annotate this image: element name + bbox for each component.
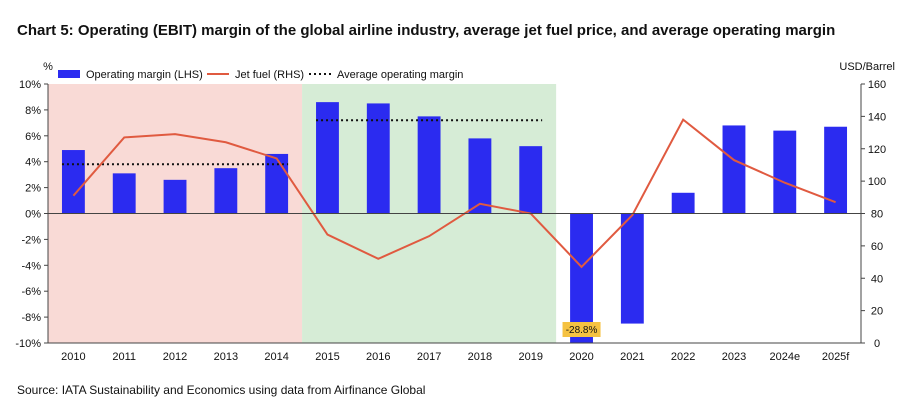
- category-label: 2012: [163, 351, 187, 363]
- right-tick-label: 60: [871, 241, 883, 253]
- left-tick-label: -4%: [21, 260, 41, 272]
- category-label: 2010: [61, 351, 85, 363]
- bar: [265, 153, 289, 214]
- source-note: Source: IATA Sustainability and Economic…: [17, 383, 426, 397]
- bar: [773, 130, 797, 214]
- jet-fuel-polyline: [72, 118, 836, 269]
- left-tick-label: 2%: [25, 183, 41, 195]
- bar: [620, 213, 644, 324]
- category-label: 2016: [366, 351, 390, 363]
- bar: [824, 126, 848, 214]
- category-label: 2023: [722, 351, 746, 363]
- annotations: -28.8%: [562, 322, 601, 337]
- bar: [468, 138, 492, 214]
- legend-label-line: Jet fuel (RHS): [235, 69, 304, 81]
- category-label: 2011: [112, 351, 136, 363]
- bar: [214, 168, 238, 214]
- bar: [570, 213, 593, 343]
- bar: [61, 150, 85, 214]
- category-label: 2018: [468, 351, 492, 363]
- left-tick-label: -2%: [21, 234, 41, 246]
- left-tick-label: 0%: [25, 209, 41, 221]
- category-label: 2019: [518, 351, 542, 363]
- axes: 10% 8% 6% 4% 2% 0% -2% -4% -6% -8% -10% 160 140 120 10…: [15, 61, 895, 363]
- legend: Operating margin (LHS) Jet fuel (RHS) Aver…: [58, 69, 463, 81]
- bar: [519, 146, 543, 214]
- category-label: 2021: [620, 351, 644, 363]
- right-tick-label: 0: [874, 338, 880, 350]
- bar: [163, 179, 187, 214]
- category-label: 2014: [264, 351, 288, 363]
- annotation-box: [562, 322, 601, 337]
- left-tick-label: 4%: [25, 157, 41, 169]
- bar: [366, 103, 390, 214]
- category-label: 2015: [315, 351, 339, 363]
- bars: [61, 102, 848, 343]
- right-tick-label: 140: [868, 111, 886, 123]
- category-label: 2013: [214, 351, 238, 363]
- right-tick-label: 40: [871, 273, 883, 285]
- right-tick-label: 20: [871, 306, 883, 318]
- bar: [417, 116, 441, 214]
- right-tick-label: 120: [868, 144, 886, 156]
- left-tick-label: -6%: [21, 286, 41, 298]
- left-tick-label: 6%: [25, 131, 41, 143]
- annotation-label: -28.8%: [566, 325, 598, 336]
- category-label: 2025f: [822, 351, 850, 363]
- left-tick-label: -10%: [15, 338, 41, 350]
- bar: [112, 173, 136, 214]
- bar: [316, 102, 339, 214]
- category-label: 2017: [417, 351, 441, 363]
- right-tick-label: 80: [871, 209, 883, 221]
- legend-label-bar: Operating margin (LHS): [86, 69, 203, 81]
- bar: [722, 125, 746, 214]
- left-axis-unit: %: [43, 61, 53, 73]
- legend-label-avg: Average operating margin: [337, 69, 463, 81]
- chart-title: Chart 5: Operating (EBIT) margin of the …: [17, 22, 836, 39]
- right-tick-label: 100: [868, 176, 886, 188]
- right-tick-label: 160: [868, 79, 886, 91]
- bar: [671, 192, 695, 214]
- left-tick-label: -8%: [21, 312, 41, 324]
- right-axis-unit: USD/Barrel: [839, 61, 895, 73]
- left-tick-label: 8%: [25, 105, 41, 117]
- left-tick-label: 10%: [19, 79, 41, 91]
- category-label: 2022: [671, 351, 695, 363]
- legend-swatch-bar: [58, 70, 80, 78]
- category-label: 2024e: [769, 351, 800, 363]
- category-label: 2020: [569, 351, 593, 363]
